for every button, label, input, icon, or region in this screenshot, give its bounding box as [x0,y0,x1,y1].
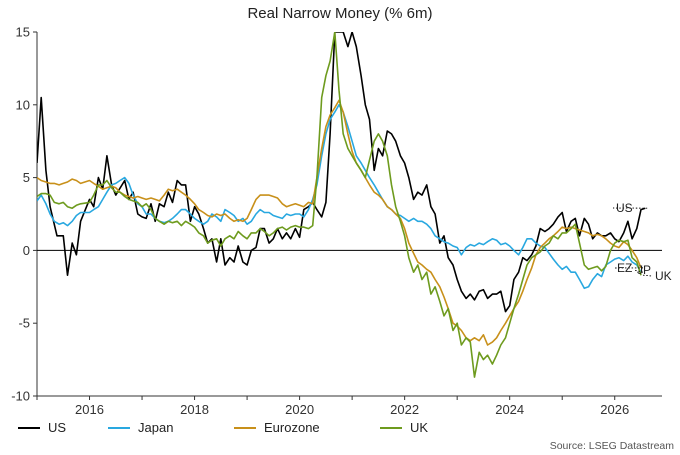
x-tick-label: 2016 [75,402,104,417]
end-label-us: US [616,201,633,215]
end-label-leader [642,274,653,277]
x-tick-label: 2024 [495,402,524,417]
legend-label-uk: UK [410,420,428,435]
legend: US Japan Eurozone UK [18,420,428,435]
series-line-eurozone [37,99,642,346]
end-label-ez: EZ [617,261,632,275]
end-label-leader [633,269,644,273]
x-tick-label: 2018 [180,402,209,417]
x-tick-label: 2020 [285,402,314,417]
y-tick-label: 0 [23,243,30,258]
y-tick-label: -10 [11,389,30,404]
plot-area: -10 -5 0 5 10 15 2016 2018 2020 2022 2024 2026 US JP E… [11,25,671,418]
end-label-jp: JP [637,263,651,277]
y-tick-label: 5 [23,170,30,185]
y-tick-label: 15 [16,25,30,40]
x-tick-label: 2022 [390,402,419,417]
end-label-uk: UK [655,269,672,283]
x-tick-label: 2026 [600,402,629,417]
series-lines [37,32,646,378]
chart-title: Real Narrow Money (% 6m) [247,5,432,22]
y-tick-label: -5 [18,316,30,331]
y-tick-label: 10 [16,97,30,112]
series-line-uk [37,32,642,378]
legend-label-us: US [48,420,66,435]
series-line-us [37,32,646,313]
source-note: Source: LSEG Datastream [550,440,675,452]
legend-label-eurozone: Eurozone [264,420,320,435]
legend-label-japan: Japan [138,420,173,435]
